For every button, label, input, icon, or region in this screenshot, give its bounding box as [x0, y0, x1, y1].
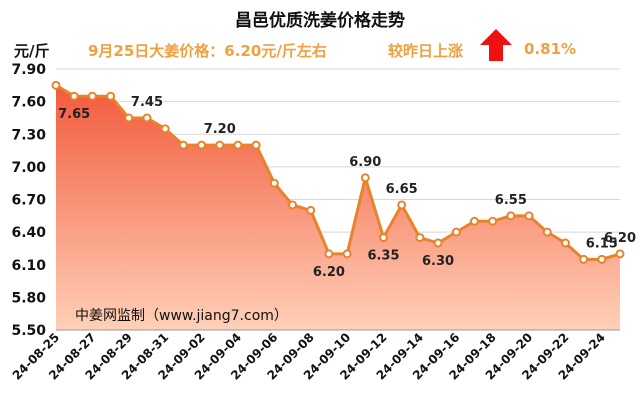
data-point [579, 254, 589, 264]
data-point [415, 233, 425, 243]
change-label: 较昨日上涨 [388, 42, 464, 60]
data-label: 7.45 [131, 95, 163, 110]
data-label: 6.35 [367, 249, 399, 264]
data-point [397, 200, 407, 210]
data-point [378, 233, 388, 243]
data-point [469, 216, 479, 226]
price-note: 9月25日大姜价格：6.20元/斤左右 [88, 42, 327, 60]
data-point [451, 227, 461, 237]
data-label: 6.20 [604, 231, 636, 246]
data-point [524, 211, 534, 221]
data-point [560, 238, 570, 248]
data-point [160, 124, 170, 134]
data-label: 7.20 [204, 122, 236, 137]
data-point [488, 216, 498, 226]
data-point [215, 140, 225, 150]
y-tick-label: 7.00 [11, 160, 46, 176]
y-tick-label: 6.70 [11, 193, 46, 209]
data-point [306, 205, 316, 215]
data-point [87, 91, 97, 101]
data-point [69, 91, 79, 101]
data-point [269, 178, 279, 188]
data-label: 6.15 [586, 236, 618, 251]
data-point [342, 249, 352, 259]
data-point [251, 140, 261, 150]
data-point [51, 80, 61, 90]
data-point [360, 173, 370, 183]
up-arrow-icon [480, 29, 512, 61]
data-point [433, 238, 443, 248]
data-label: 6.20 [313, 265, 345, 280]
y-tick-label: 7.30 [11, 127, 46, 143]
data-point [615, 249, 625, 259]
y-tick-label: 5.50 [11, 323, 46, 339]
data-label: 7.65 [58, 107, 90, 122]
data-point [597, 254, 607, 264]
data-point [124, 113, 134, 123]
data-point [233, 140, 243, 150]
watermark: 中姜网监制（www.jiang7.com） [75, 308, 288, 324]
data-point [288, 200, 298, 210]
data-point [197, 140, 207, 150]
data-point [106, 91, 116, 101]
y-tick-label: 7.60 [11, 95, 46, 111]
data-label: 6.65 [386, 182, 418, 197]
y-tick-label: 6.10 [11, 258, 46, 274]
chart-title: 昌邑优质洗姜价格走势 [235, 11, 405, 31]
data-point [324, 249, 334, 259]
change-percent: 0.81% [524, 40, 577, 58]
data-point [142, 113, 152, 123]
data-label: 6.90 [349, 155, 381, 170]
data-point [178, 140, 188, 150]
price-area [56, 85, 620, 330]
y-tick-label: 5.80 [11, 290, 46, 306]
data-point [506, 211, 516, 221]
data-label: 6.30 [422, 254, 454, 269]
y-axis-unit: 元/斤 [14, 42, 50, 60]
y-tick-label: 7.90 [11, 62, 46, 78]
data-point [542, 227, 552, 237]
data-label: 6.55 [495, 193, 527, 208]
y-tick-label: 6.40 [11, 225, 46, 241]
